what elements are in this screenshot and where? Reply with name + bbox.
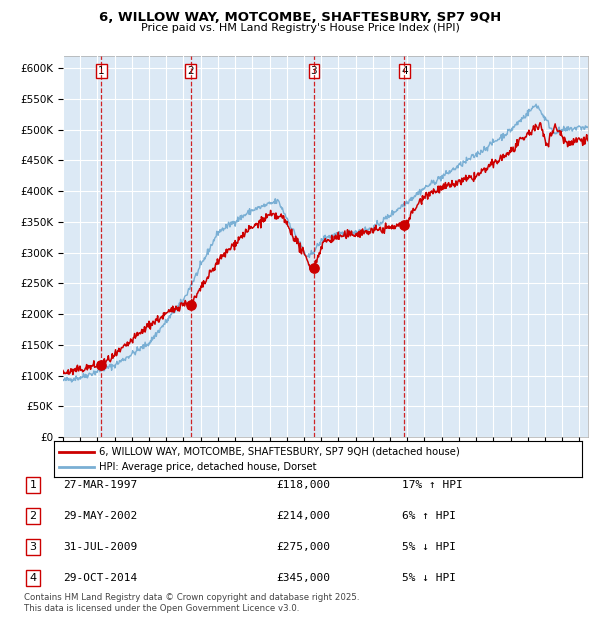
Text: 5% ↓ HPI: 5% ↓ HPI [402,542,456,552]
Text: £118,000: £118,000 [276,480,330,490]
Point [97,360,106,370]
Text: 31-JUL-2009: 31-JUL-2009 [63,542,137,552]
Point [309,263,319,273]
Text: 4: 4 [401,66,407,76]
Text: Contains HM Land Registry data © Crown copyright and database right 2025.
This d: Contains HM Land Registry data © Crown c… [24,593,359,613]
Text: 17% ↑ HPI: 17% ↑ HPI [402,480,463,490]
Text: 6% ↑ HPI: 6% ↑ HPI [402,511,456,521]
Text: 29-MAY-2002: 29-MAY-2002 [63,511,137,521]
Text: 1: 1 [98,66,104,76]
Text: 27-MAR-1997: 27-MAR-1997 [63,480,137,490]
Text: 4: 4 [29,573,37,583]
Text: 2: 2 [29,511,37,521]
Text: 3: 3 [29,542,37,552]
Text: HPI: Average price, detached house, Dorset: HPI: Average price, detached house, Dors… [99,463,316,472]
Text: £214,000: £214,000 [276,511,330,521]
Text: 2: 2 [187,66,194,76]
Text: £345,000: £345,000 [276,573,330,583]
Text: 6, WILLOW WAY, MOTCOMBE, SHAFTESBURY, SP7 9QH (detached house): 6, WILLOW WAY, MOTCOMBE, SHAFTESBURY, SP… [99,446,460,456]
Point [186,301,196,311]
Text: Price paid vs. HM Land Registry's House Price Index (HPI): Price paid vs. HM Land Registry's House … [140,23,460,33]
Text: 5% ↓ HPI: 5% ↓ HPI [402,573,456,583]
Text: 1: 1 [29,480,37,490]
Text: 6, WILLOW WAY, MOTCOMBE, SHAFTESBURY, SP7 9QH: 6, WILLOW WAY, MOTCOMBE, SHAFTESBURY, SP… [99,11,501,24]
Text: 3: 3 [311,66,317,76]
Text: 29-OCT-2014: 29-OCT-2014 [63,573,137,583]
Point [400,220,409,230]
Text: £275,000: £275,000 [276,542,330,552]
